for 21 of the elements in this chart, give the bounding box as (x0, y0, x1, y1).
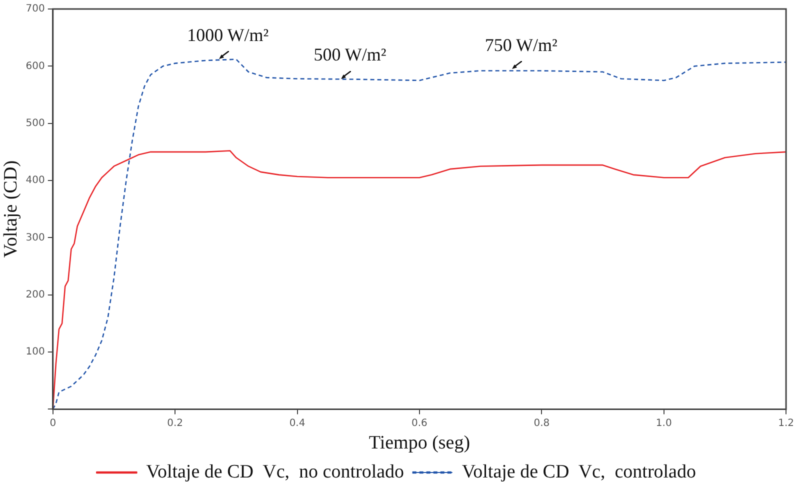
y-tick-label: 100 (26, 346, 45, 358)
annotation: 1000 W/m² (187, 25, 269, 46)
y-tick-label: 500 (26, 118, 45, 129)
x-tick-label: 0.4 (289, 418, 306, 429)
y-tick-label: 200 (26, 289, 45, 300)
annotation: 500 W/m² (314, 44, 386, 64)
x-tick-label: 0 (50, 418, 56, 429)
legend-label: Voltaje de CD Vc, no controlado (146, 461, 404, 482)
y-tick-label: 400 (26, 175, 45, 186)
x-axis-title: Tiempo (seg) (368, 432, 470, 454)
x-tick-label: 0.6 (412, 418, 428, 429)
y-tick-label: 700 (26, 4, 45, 15)
x-tick-label: 0.8 (534, 418, 550, 429)
x-tick-label: 0.2 (167, 418, 184, 429)
x-tick-label: 1.0 (656, 418, 672, 429)
annotation: 750 W/m² (484, 34, 558, 55)
y-tick-label: 600 (26, 60, 45, 72)
y-axis-title: Voltaje (CD) (0, 160, 22, 258)
legend-label: Voltaje de CD Vc, controlado (462, 461, 696, 482)
x-tick-label: 1.2 (778, 418, 794, 429)
y-tick-label: 300 (26, 232, 45, 244)
